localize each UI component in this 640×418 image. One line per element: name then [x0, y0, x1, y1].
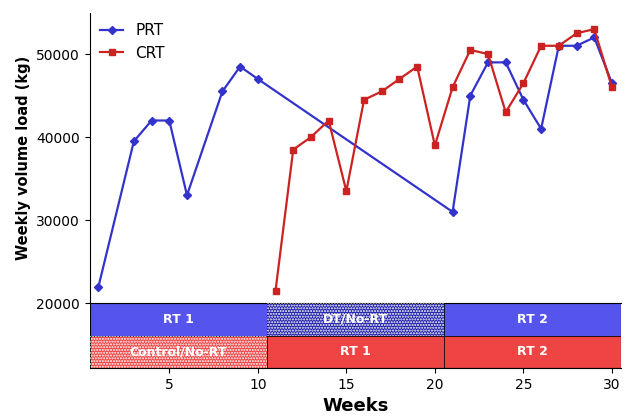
Text: RT 2: RT 2 — [517, 345, 548, 358]
Text: RT 2: RT 2 — [517, 313, 548, 326]
PRT — [236, 64, 244, 69]
CRT — [271, 288, 279, 293]
CRT — [555, 43, 563, 48]
PRT — [183, 193, 191, 198]
PRT — [165, 118, 173, 123]
Line: CRT: CRT — [273, 26, 615, 294]
CRT — [520, 81, 527, 86]
X-axis label: Weeks: Weeks — [322, 397, 388, 415]
CRT — [467, 47, 474, 52]
PRT — [484, 60, 492, 65]
PRT — [218, 89, 227, 94]
PRT — [608, 81, 616, 86]
CRT — [289, 147, 297, 152]
Bar — [444, 303, 621, 336]
Text: DT/No-RT: DT/No-RT — [323, 313, 388, 326]
PRT — [590, 35, 598, 40]
PRT — [555, 43, 563, 48]
CRT — [573, 31, 580, 36]
PRT — [95, 284, 102, 289]
Bar — [267, 336, 444, 368]
PRT — [449, 209, 456, 214]
Text: Control/No-RT: Control/No-RT — [129, 345, 227, 358]
PRT — [537, 126, 545, 131]
Y-axis label: Weekly volume load (kg): Weekly volume load (kg) — [15, 56, 31, 260]
Bar — [444, 336, 621, 368]
Legend: PRT, CRT: PRT, CRT — [94, 17, 171, 67]
Bar — [267, 303, 444, 336]
PRT — [130, 139, 138, 144]
CRT — [502, 110, 509, 115]
Text: RT 1: RT 1 — [163, 313, 193, 326]
CRT — [484, 51, 492, 56]
CRT — [431, 143, 439, 148]
PRT — [502, 60, 509, 65]
CRT — [449, 85, 456, 90]
CRT — [342, 189, 350, 194]
Bar — [90, 336, 267, 368]
PRT — [520, 97, 527, 102]
CRT — [537, 43, 545, 48]
Bar — [90, 336, 267, 368]
CRT — [378, 89, 385, 94]
PRT — [254, 76, 262, 82]
CRT — [608, 85, 616, 90]
CRT — [307, 135, 315, 140]
CRT — [396, 76, 403, 82]
CRT — [590, 27, 598, 32]
CRT — [360, 97, 368, 102]
Bar — [267, 303, 444, 336]
PRT — [573, 43, 580, 48]
PRT — [467, 93, 474, 98]
CRT — [324, 118, 333, 123]
PRT — [148, 118, 156, 123]
Text: RT 1: RT 1 — [340, 345, 371, 358]
Line: PRT: PRT — [95, 34, 615, 290]
Bar — [90, 303, 267, 336]
CRT — [413, 64, 421, 69]
